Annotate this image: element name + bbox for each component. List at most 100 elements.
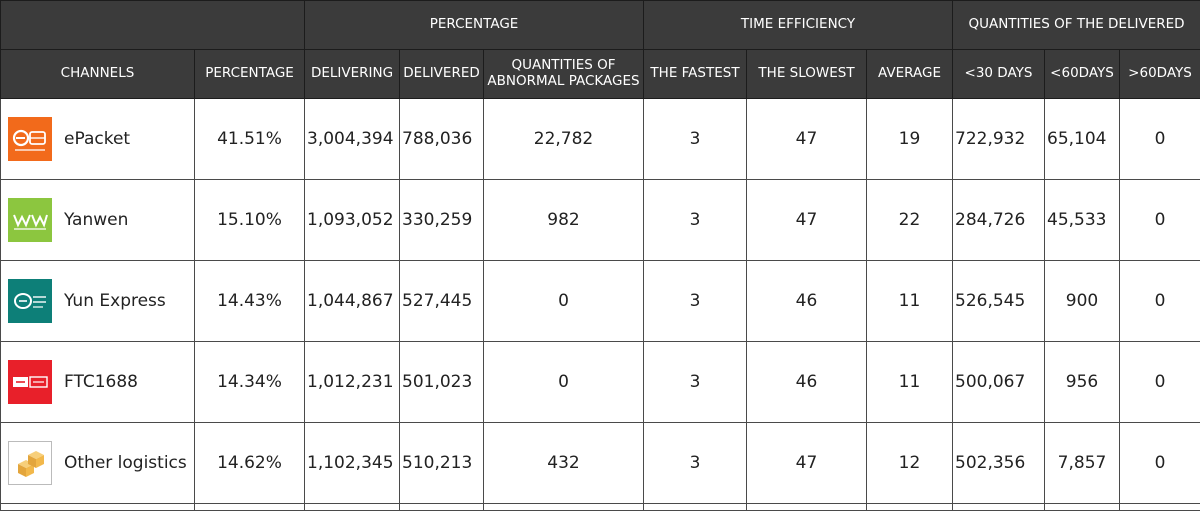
percentage-cell: 15.10% bbox=[195, 180, 305, 261]
under60-cell: 956 bbox=[1045, 342, 1120, 423]
delivered-cell: 510,213 bbox=[400, 423, 484, 504]
header-group-row: PERCENTAGE TIME EFFICIENCY QUANTITIES OF… bbox=[1, 1, 1200, 50]
column-header-slowest: THE SLOWEST bbox=[747, 50, 867, 99]
under30-cell: 722,932 bbox=[953, 99, 1045, 180]
delivered-cell: 527,445 bbox=[400, 261, 484, 342]
under60-cell: 900 bbox=[1045, 261, 1120, 342]
delivering-cell: 1,044,867 bbox=[305, 261, 400, 342]
empty-cell bbox=[1, 504, 195, 511]
epacket-logo-icon bbox=[8, 117, 52, 161]
delivering-cell: 1,093,052 bbox=[305, 180, 400, 261]
under60-cell: 65,104 bbox=[1045, 99, 1120, 180]
channel-cell: FTC1688 bbox=[1, 342, 195, 423]
channel-name: Other logistics bbox=[64, 453, 187, 473]
over60-cell: 0 bbox=[1120, 180, 1200, 261]
empty-cell bbox=[747, 504, 867, 511]
percentage-cell: 14.43% bbox=[195, 261, 305, 342]
empty-cell bbox=[484, 504, 644, 511]
over60-cell: 0 bbox=[1120, 261, 1200, 342]
over60-cell: 0 bbox=[1120, 423, 1200, 504]
table-row: ePacket 41.51% 3,004,394 788,036 22,782 … bbox=[1, 99, 1200, 180]
empty-cell bbox=[953, 504, 1045, 511]
delivering-cell: 1,102,345 bbox=[305, 423, 400, 504]
channel-name: Yun Express bbox=[64, 291, 166, 311]
slowest-cell: 46 bbox=[747, 342, 867, 423]
empty-cell bbox=[1045, 504, 1120, 511]
boxes-icon bbox=[8, 441, 52, 485]
yanwen-logo-icon bbox=[8, 198, 52, 242]
empty-cell bbox=[867, 504, 953, 511]
header-group-percentage: PERCENTAGE bbox=[305, 1, 644, 50]
under30-cell: 500,067 bbox=[953, 342, 1045, 423]
header-group-time-efficiency: TIME EFFICIENCY bbox=[644, 1, 953, 50]
under30-cell: 526,545 bbox=[953, 261, 1045, 342]
delivering-cell: 1,012,231 bbox=[305, 342, 400, 423]
slowest-cell: 46 bbox=[747, 261, 867, 342]
under60-cell: 45,533 bbox=[1045, 180, 1120, 261]
column-header-channels: CHANNELS bbox=[1, 50, 195, 99]
percentage-cell: 14.62% bbox=[195, 423, 305, 504]
fastest-cell: 3 bbox=[644, 423, 747, 504]
average-cell: 11 bbox=[867, 261, 953, 342]
fastest-cell: 3 bbox=[644, 99, 747, 180]
delivered-cell: 330,259 bbox=[400, 180, 484, 261]
table-row: FTC1688 14.34% 1,012,231 501,023 0 3 46 … bbox=[1, 342, 1200, 423]
empty-cell bbox=[195, 504, 305, 511]
abnormal-cell: 0 bbox=[484, 261, 644, 342]
over60-cell: 0 bbox=[1120, 99, 1200, 180]
column-header-abnormal: QUANTITIES OF ABNORMAL PACKAGES bbox=[484, 50, 644, 99]
column-header-over60: >60DAYS bbox=[1120, 50, 1200, 99]
channel-name: Yanwen bbox=[64, 210, 128, 230]
column-header-fastest: THE FASTEST bbox=[644, 50, 747, 99]
under30-cell: 284,726 bbox=[953, 180, 1045, 261]
ftc1688-logo-icon bbox=[8, 360, 52, 404]
column-header-under30: <30 DAYS bbox=[953, 50, 1045, 99]
channel-cell: ePacket bbox=[1, 99, 195, 180]
yun-express-logo-icon bbox=[8, 279, 52, 323]
average-cell: 12 bbox=[867, 423, 953, 504]
fastest-cell: 3 bbox=[644, 261, 747, 342]
abnormal-cell: 432 bbox=[484, 423, 644, 504]
header-column-row: CHANNELS PERCENTAGE DELIVERING DELIVERED… bbox=[1, 50, 1200, 99]
average-cell: 19 bbox=[867, 99, 953, 180]
channel-cell: Yanwen bbox=[1, 180, 195, 261]
abnormal-cell: 0 bbox=[484, 342, 644, 423]
abnormal-cell: 982 bbox=[484, 180, 644, 261]
column-header-under60: <60DAYS bbox=[1045, 50, 1120, 99]
table-row-partial bbox=[1, 504, 1200, 511]
slowest-cell: 47 bbox=[747, 423, 867, 504]
header-group-quantities-delivered: QUANTITIES OF THE DELIVERED bbox=[953, 1, 1200, 50]
average-cell: 22 bbox=[867, 180, 953, 261]
table-row: Other logistics 14.62% 1,102,345 510,213… bbox=[1, 423, 1200, 504]
slowest-cell: 47 bbox=[747, 99, 867, 180]
delivered-cell: 788,036 bbox=[400, 99, 484, 180]
under30-cell: 502,356 bbox=[953, 423, 1045, 504]
header-empty bbox=[1, 1, 305, 50]
fastest-cell: 3 bbox=[644, 342, 747, 423]
table-row: Yanwen 15.10% 1,093,052 330,259 982 3 47… bbox=[1, 180, 1200, 261]
slowest-cell: 47 bbox=[747, 180, 867, 261]
column-header-delivered: DELIVERED bbox=[400, 50, 484, 99]
empty-cell bbox=[644, 504, 747, 511]
percentage-cell: 14.34% bbox=[195, 342, 305, 423]
column-header-abnormal-line1: QUANTITIES OF bbox=[511, 57, 615, 73]
under60-cell: 7,857 bbox=[1045, 423, 1120, 504]
table-row: Yun Express 14.43% 1,044,867 527,445 0 3… bbox=[1, 261, 1200, 342]
fastest-cell: 3 bbox=[644, 180, 747, 261]
channel-name: FTC1688 bbox=[64, 372, 138, 392]
delivered-cell: 501,023 bbox=[400, 342, 484, 423]
average-cell: 11 bbox=[867, 342, 953, 423]
column-header-average: AVERAGE bbox=[867, 50, 953, 99]
delivering-cell: 3,004,394 bbox=[305, 99, 400, 180]
empty-cell bbox=[305, 504, 400, 511]
column-header-abnormal-line2: ABNORMAL PACKAGES bbox=[487, 73, 639, 89]
abnormal-cell: 22,782 bbox=[484, 99, 644, 180]
percentage-cell: 41.51% bbox=[195, 99, 305, 180]
over60-cell: 0 bbox=[1120, 342, 1200, 423]
channel-name: ePacket bbox=[64, 129, 130, 149]
column-header-percentage: PERCENTAGE bbox=[195, 50, 305, 99]
empty-cell bbox=[400, 504, 484, 511]
column-header-delivering: DELIVERING bbox=[305, 50, 400, 99]
channel-cell: Yun Express bbox=[1, 261, 195, 342]
